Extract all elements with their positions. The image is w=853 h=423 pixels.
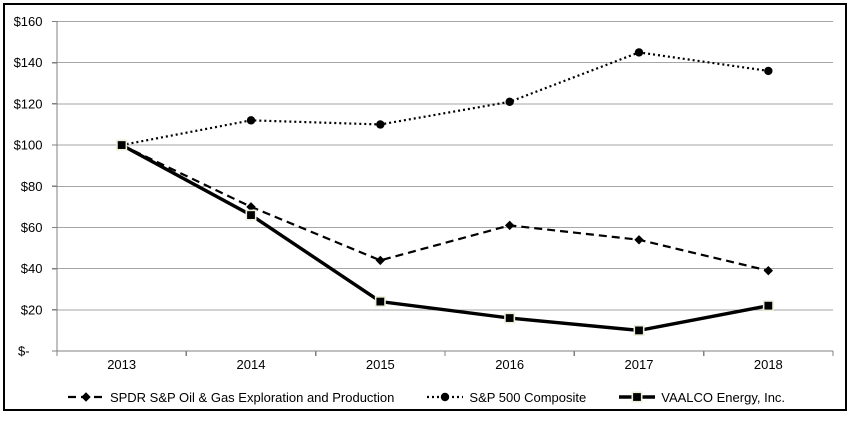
legend-item-1: S&P 500 Composite	[427, 390, 586, 405]
series-2-square-marker-icon	[374, 296, 386, 308]
x-tick-label: 2016	[495, 357, 524, 372]
series-0-diamond-marker-icon	[634, 235, 644, 245]
square-legend-swatch	[619, 391, 656, 403]
series-2-square-marker-icon	[633, 324, 645, 336]
series-2-square-marker-icon	[245, 209, 257, 221]
series-0-diamond-marker-icon	[763, 265, 774, 276]
x-tick-label: 2015	[366, 357, 395, 372]
y-tick-label: $20	[21, 302, 43, 317]
series-0-line	[121, 144, 769, 272]
series-0-diamond-marker-icon	[246, 202, 256, 212]
legend-label: VAALCO Energy, Inc.	[661, 389, 786, 405]
y-tick-label: $120	[14, 96, 43, 111]
series-2-square-marker-icon	[762, 300, 774, 312]
series-2-square-marker-icon	[504, 312, 516, 324]
series-1-circle-marker-icon	[246, 116, 256, 125]
y-tick-label: $80	[21, 179, 43, 194]
diamond-legend-swatch	[67, 392, 104, 402]
x-tick-label: 2014	[237, 357, 266, 372]
diamond-marker-icon	[81, 392, 91, 402]
series-1-circle-marker-icon	[764, 66, 773, 76]
y-tick-label: $40	[21, 261, 43, 276]
legend-item-2: VAALCO Energy, Inc.	[619, 390, 785, 405]
legend-label: S&P 500 Composite	[469, 389, 587, 405]
legend-label: SPDR S&P Oil & Gas Exploration and Produ…	[109, 389, 395, 405]
y-tick-label: $140	[14, 55, 43, 70]
y-tick-label: $60	[21, 220, 43, 235]
x-tick-label: 2013	[107, 357, 136, 372]
y-tick-label: $-	[18, 344, 30, 359]
y-tick-label: $100	[14, 138, 43, 153]
chart-legend: SPDR S&P Oil & Gas Exploration and Produ…	[0, 386, 853, 408]
series-0-diamond-marker-icon	[375, 255, 386, 266]
legend-item-0: SPDR S&P Oil & Gas Exploration and Produ…	[67, 389, 395, 405]
series-1-circle-marker-icon	[505, 97, 514, 107]
series-1-circle-marker-icon	[634, 48, 644, 57]
square-marker-icon	[631, 391, 643, 403]
series-2-square-marker-icon	[116, 139, 128, 151]
y-tick-label: $160	[14, 14, 43, 29]
circle-marker-icon	[441, 392, 450, 402]
series-1-line	[121, 51, 769, 147]
circle-legend-swatch	[427, 392, 464, 402]
chart-border	[3, 3, 847, 411]
series-2-line	[120, 143, 769, 333]
x-tick-label: 2018	[754, 357, 783, 372]
x-tick-label: 2017	[625, 357, 654, 372]
series-0-diamond-marker-icon	[504, 220, 515, 231]
series-1-circle-marker-icon	[376, 120, 385, 129]
